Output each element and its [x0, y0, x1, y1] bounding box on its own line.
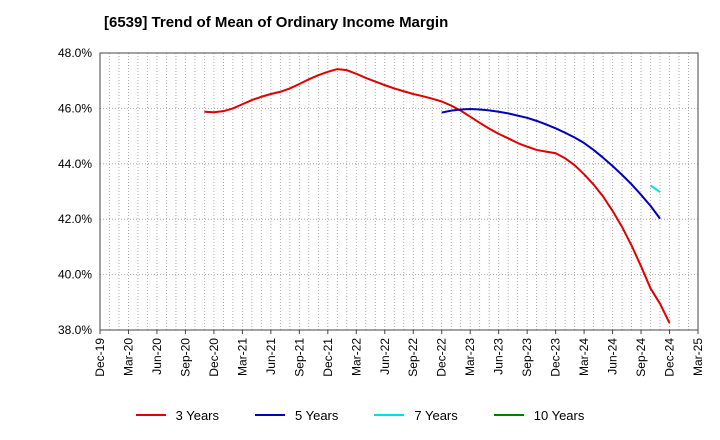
legend-swatch: [135, 414, 166, 416]
legend-item: 5 Years: [255, 404, 338, 426]
legend-swatch: [255, 414, 285, 416]
legend-label: 3 Years: [175, 407, 219, 423]
legend: 3 Years 5 Years 7 Years 10 Years: [0, 404, 720, 426]
legend-item: 3 Years: [135, 404, 219, 426]
x-tick-label: Jun-21: [264, 338, 278, 375]
x-tick-label: Mar-23: [463, 338, 477, 376]
x-tick-label: Jun-22: [378, 338, 392, 375]
x-tick-label: Dec-21: [321, 338, 335, 377]
x-tick-label: Dec-23: [549, 338, 563, 377]
legend-swatch: [493, 414, 524, 416]
x-tick-label: Jun-24: [606, 338, 620, 375]
legend-swatch: [374, 414, 405, 416]
x-tick-label: Dec-22: [435, 338, 449, 377]
series-line-5-years: [441, 107, 661, 220]
x-tick-label: Sep-24: [634, 338, 648, 377]
x-tick-label: Sep-21: [292, 338, 306, 377]
legend-label: 5 Years: [295, 407, 339, 423]
series-line-3-years: [204, 68, 671, 324]
x-tick-label: Mar-21: [235, 338, 249, 376]
chart-title: [6539] Trend of Mean of Ordinary Income …: [104, 14, 449, 31]
legend-label: 10 Years: [533, 407, 585, 423]
x-tick-label: Sep-22: [406, 338, 420, 377]
y-tick-label: 42.0%: [58, 212, 92, 226]
legend-item: 7 Years: [374, 404, 458, 426]
y-tick-label: 48.0%: [58, 46, 92, 60]
y-tick-label: 40.0%: [58, 268, 92, 282]
x-tick-label: Sep-23: [520, 338, 534, 377]
x-tick-label: Jun-20: [150, 338, 164, 375]
x-tick-label: Sep-20: [178, 338, 192, 377]
series-line-7-years: [649, 184, 661, 193]
x-tick-label: Mar-22: [349, 338, 363, 376]
y-tick-label: 38.0%: [58, 323, 92, 337]
plot-area: [99, 52, 699, 331]
legend-label: 7 Years: [414, 407, 458, 423]
x-tick-label: Mar-20: [121, 338, 135, 376]
x-tick-label: Mar-25: [691, 338, 705, 376]
y-tick-label: 46.0%: [58, 101, 92, 115]
x-tick-label: Dec-20: [207, 338, 221, 377]
legend-item: 10 Years: [493, 404, 585, 426]
x-tick-label: Dec-24: [663, 338, 677, 377]
x-tick-label: Dec-19: [93, 338, 107, 377]
y-tick-label: 44.0%: [58, 157, 92, 171]
x-tick-label: Mar-24: [577, 338, 591, 376]
x-tick-label: Jun-23: [492, 338, 506, 375]
